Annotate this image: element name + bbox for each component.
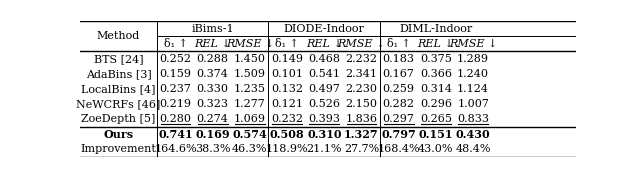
Text: 0.375: 0.375 [420,54,452,64]
Text: δ₁ ↑: δ₁ ↑ [164,39,188,49]
Text: 0.167: 0.167 [383,69,415,79]
Text: 0.468: 0.468 [308,54,340,64]
Text: DIML-Indoor: DIML-Indoor [399,24,472,34]
Text: 1.289: 1.289 [457,54,489,64]
Text: NeWCRFs [46]: NeWCRFs [46] [76,99,161,109]
Text: 38.3%: 38.3% [195,144,230,154]
Text: 2.232: 2.232 [346,54,378,64]
Text: 1.069: 1.069 [234,114,266,124]
Text: 1.450: 1.450 [234,54,266,64]
Text: 0.314: 0.314 [420,84,452,94]
Text: 2.341: 2.341 [346,69,378,79]
Text: 0.219: 0.219 [159,99,191,109]
Text: 27.7%: 27.7% [344,144,379,154]
Text: 0.252: 0.252 [159,54,191,64]
Text: 0.526: 0.526 [308,99,340,109]
Text: REL ↓: REL ↓ [306,39,342,49]
Text: 0.366: 0.366 [420,69,452,79]
Text: 48.4%: 48.4% [455,144,491,154]
Text: 0.121: 0.121 [271,99,303,109]
Text: 0.237: 0.237 [159,84,191,94]
Text: 0.374: 0.374 [196,69,228,79]
Text: 0.232: 0.232 [271,114,303,124]
Text: 0.574: 0.574 [232,128,268,140]
Text: 1.277: 1.277 [234,99,266,109]
Text: 46.3%: 46.3% [232,144,268,154]
Text: 0.280: 0.280 [159,114,191,124]
Text: ZoeDepth [5]: ZoeDepth [5] [81,114,156,124]
Text: 0.330: 0.330 [196,84,228,94]
Text: 0.541: 0.541 [308,69,340,79]
Text: 118.9%: 118.9% [266,144,308,154]
Text: 0.274: 0.274 [196,114,228,124]
Text: 43.0%: 43.0% [418,144,454,154]
Text: 0.259: 0.259 [383,84,415,94]
Text: RMSE ↓: RMSE ↓ [226,39,274,49]
Text: 0.183: 0.183 [383,54,415,64]
Text: 1.327: 1.327 [344,128,379,140]
Text: 0.132: 0.132 [271,84,303,94]
Text: 164.6%: 164.6% [154,144,196,154]
Text: 2.230: 2.230 [346,84,378,94]
Text: 1.836: 1.836 [346,114,378,124]
Text: 0.149: 0.149 [271,54,303,64]
Text: 0.101: 0.101 [271,69,303,79]
Text: 0.797: 0.797 [381,128,416,140]
Text: 0.282: 0.282 [383,99,415,109]
Text: 0.296: 0.296 [420,99,452,109]
Text: DIODE-Indoor: DIODE-Indoor [284,24,365,34]
Text: LocalBins [4]: LocalBins [4] [81,84,156,94]
Text: Ours: Ours [104,128,134,140]
Text: 0.297: 0.297 [383,114,415,124]
Text: 1.509: 1.509 [234,69,266,79]
Text: δ₁ ↑: δ₁ ↑ [275,39,299,49]
Text: REL ↓: REL ↓ [417,39,454,49]
Text: 0.497: 0.497 [308,84,340,94]
Text: 21.1%: 21.1% [307,144,342,154]
Text: δ₁ ↑: δ₁ ↑ [387,39,411,49]
Text: 1.240: 1.240 [457,69,489,79]
Text: 0.151: 0.151 [419,128,453,140]
Text: 0.159: 0.159 [159,69,191,79]
Text: 0.508: 0.508 [270,128,305,140]
Text: 0.169: 0.169 [195,128,230,140]
Text: AdaBins [3]: AdaBins [3] [86,69,151,79]
Text: 0.323: 0.323 [196,99,228,109]
Text: 0.393: 0.393 [308,114,340,124]
Text: REL ↓: REL ↓ [195,39,231,49]
Text: iBims-1: iBims-1 [191,24,234,34]
Text: RMSE ↓: RMSE ↓ [449,39,497,49]
Text: 1.124: 1.124 [457,84,489,94]
Text: 0.430: 0.430 [456,128,490,140]
Text: Improvement: Improvement [81,144,156,154]
Text: 0.288: 0.288 [196,54,228,64]
Text: 0.833: 0.833 [457,114,489,124]
Text: 0.310: 0.310 [307,128,342,140]
Text: RMSE ↓: RMSE ↓ [337,39,386,49]
Text: 2.150: 2.150 [346,99,378,109]
Text: 1.007: 1.007 [457,99,489,109]
Text: 0.265: 0.265 [420,114,452,124]
Text: Method: Method [97,31,140,41]
Text: 168.4%: 168.4% [378,144,420,154]
Text: 1.235: 1.235 [234,84,266,94]
Text: BTS [24]: BTS [24] [93,54,143,64]
Text: 0.741: 0.741 [158,128,193,140]
